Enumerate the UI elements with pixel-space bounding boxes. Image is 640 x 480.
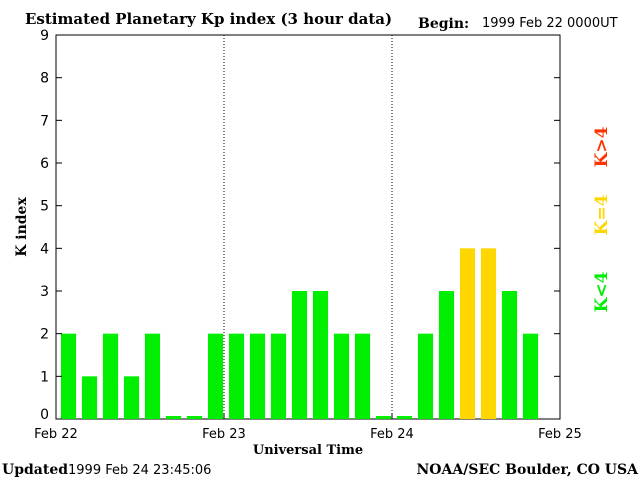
kp-bar — [186, 416, 203, 419]
updated-label: Updated — [2, 462, 68, 478]
kp-bar — [123, 376, 140, 419]
y-tick-label: 3 — [40, 284, 49, 300]
legend-equal-4: K=4 — [592, 194, 612, 235]
y-tick-label: 0 — [40, 407, 49, 423]
x-tick-label: Feb 24 — [370, 427, 414, 442]
source-credit: NOAA/SEC Boulder, CO USA — [417, 462, 640, 478]
y-axis-label: K index — [14, 197, 30, 257]
y-tick-label: 4 — [40, 241, 49, 257]
kp-bar — [354, 333, 371, 419]
updated-value: 1999 Feb 24 23:45:06 — [68, 463, 211, 478]
begin-label: Begin: — [418, 16, 469, 32]
legend-above-4: K>4 — [592, 126, 612, 167]
x-axis-label: Universal Time — [253, 443, 363, 458]
kp-bar — [81, 376, 98, 419]
kp-bar — [165, 416, 182, 419]
chart-title: Estimated Planetary Kp index (3 hour dat… — [25, 10, 392, 28]
kp-bar — [480, 248, 497, 419]
kp-bar — [438, 291, 455, 419]
day-dividers — [223, 35, 393, 419]
y-tick-label: 9 — [40, 28, 49, 44]
kp-bar — [333, 333, 350, 419]
kp-bar — [270, 333, 287, 419]
kp-bar — [501, 291, 518, 419]
kp-bar — [291, 291, 308, 419]
x-tick-label: Feb 22 — [34, 427, 78, 442]
kp-bar — [207, 333, 224, 419]
y-tick-label: 6 — [40, 156, 49, 172]
kp-bar — [144, 333, 161, 419]
kp-bar — [228, 333, 245, 419]
y-tick-label: 2 — [40, 327, 49, 343]
legend-below-4: K<4 — [592, 271, 612, 312]
kp-bar — [102, 333, 119, 419]
y-tick-label: 1 — [40, 369, 49, 385]
kp-bar — [375, 416, 392, 419]
kp-bar — [60, 333, 77, 419]
kp-bar — [312, 291, 329, 419]
kp-bar — [522, 333, 539, 419]
x-tick-label: Feb 23 — [202, 427, 246, 442]
begin-value: 1999 Feb 22 0000UT — [482, 16, 618, 31]
y-axis-ticks: 0 1 2 3 4 5 6 7 8 9 — [40, 28, 560, 423]
y-tick-label: 5 — [40, 199, 49, 215]
y-tick-label: 8 — [40, 71, 49, 87]
y-tick-label: 7 — [40, 113, 49, 129]
plot-frame — [55, 34, 561, 420]
kp-bar — [459, 248, 476, 419]
x-axis-ticks: Feb 22 Feb 23 Feb 24 Feb 25 — [34, 413, 582, 442]
x-tick-label: Feb 25 — [538, 427, 582, 442]
kp-bar — [417, 333, 434, 419]
kp-bar — [249, 333, 266, 419]
bars-group — [60, 248, 539, 419]
kp-bar — [396, 416, 413, 419]
